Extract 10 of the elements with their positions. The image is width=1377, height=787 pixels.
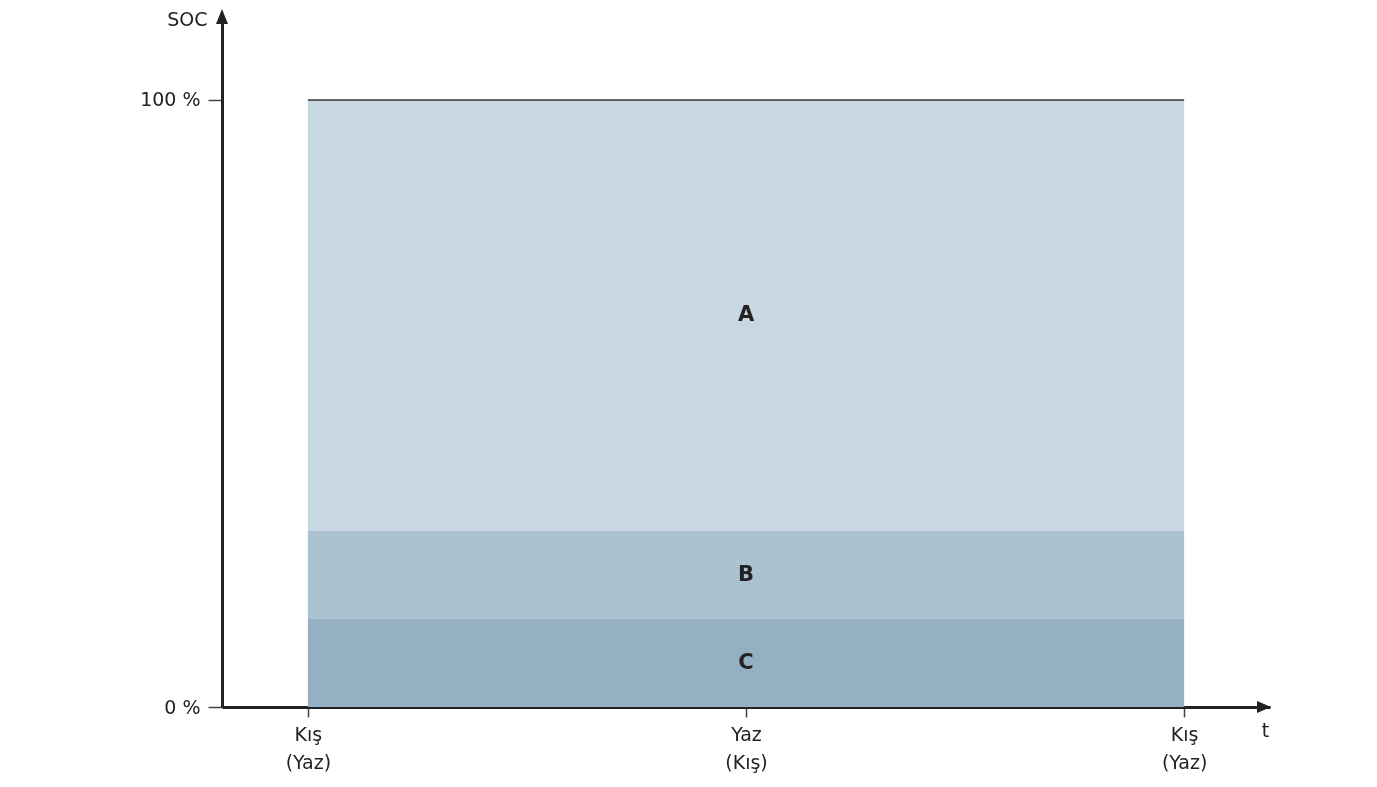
x-tick-label: Kış (Yaz) bbox=[1161, 722, 1208, 773]
y-tick-label: 0 % bbox=[164, 695, 201, 718]
x-tick-label: Yaz (Kış) bbox=[725, 722, 768, 773]
series-label: B bbox=[737, 561, 755, 586]
y-tick-label: 100 % bbox=[140, 88, 201, 111]
series-label: A bbox=[737, 302, 755, 327]
series-label: C bbox=[738, 649, 754, 674]
y-axis-title: SOC bbox=[167, 7, 208, 30]
x-tick-label: Kış (Yaz) bbox=[285, 722, 332, 773]
x-axis-title: t bbox=[1261, 718, 1270, 741]
